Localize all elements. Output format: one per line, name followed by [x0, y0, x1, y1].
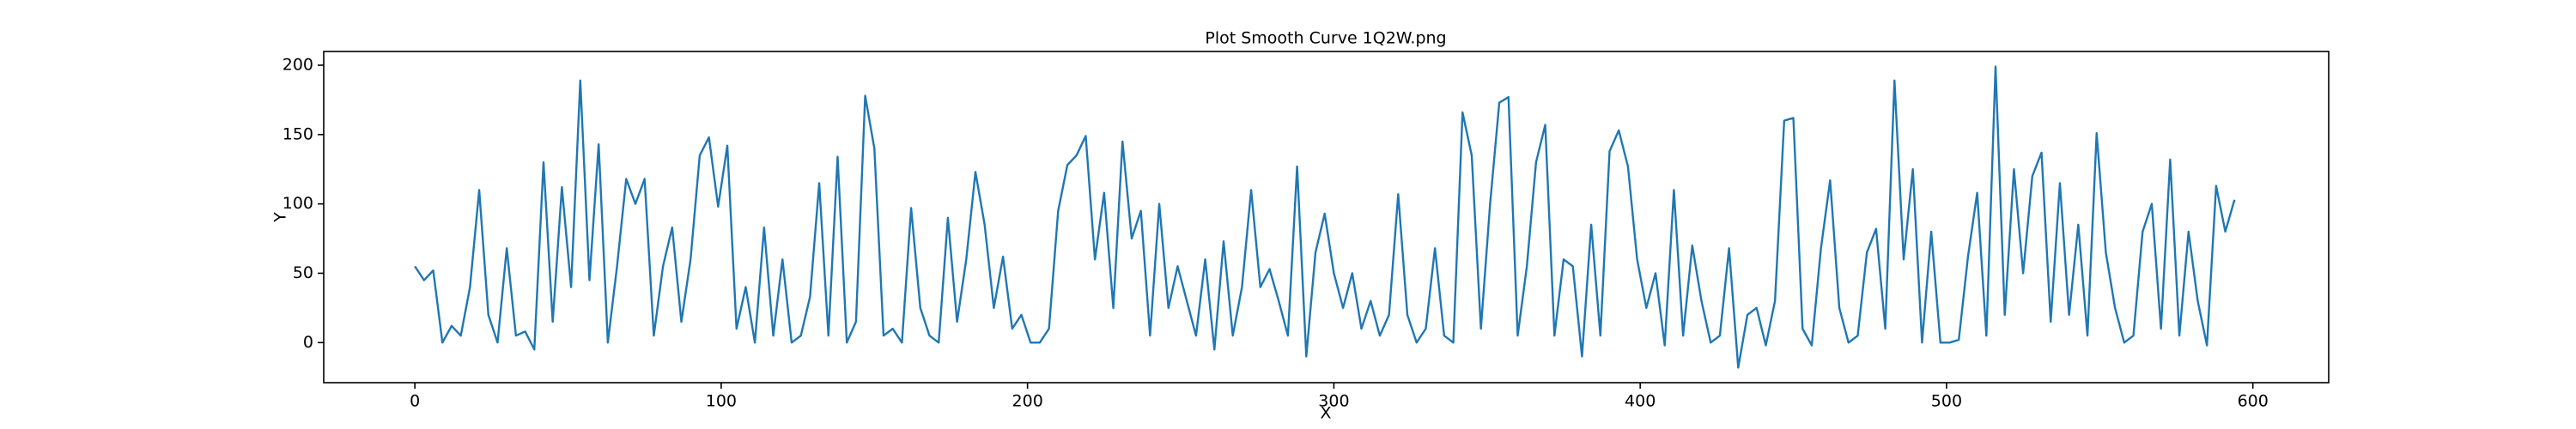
y-tick-label: 200: [283, 56, 313, 75]
x-axis-label: X: [1320, 404, 1331, 423]
x-tick-label: 0: [410, 392, 420, 411]
x-tick-label: 200: [1012, 392, 1043, 411]
y-tick-label: 50: [293, 263, 313, 282]
x-tick-label: 100: [706, 392, 737, 411]
y-axis-label: Y: [271, 212, 290, 223]
x-tick-label: 600: [2238, 392, 2269, 411]
y-tick-label: 150: [283, 124, 313, 143]
x-tick-label: 400: [1625, 392, 1656, 411]
y-tick-label: 0: [303, 333, 313, 352]
y-tick-label: 100: [283, 194, 313, 213]
data-line: [414, 65, 2236, 369]
chart-title: Plot Smooth Curve 1Q2W.png: [1205, 29, 1446, 48]
plot-frame: [323, 51, 2330, 384]
x-tick-label: 500: [1931, 392, 1962, 411]
x-tick-label: 300: [1318, 392, 1349, 411]
